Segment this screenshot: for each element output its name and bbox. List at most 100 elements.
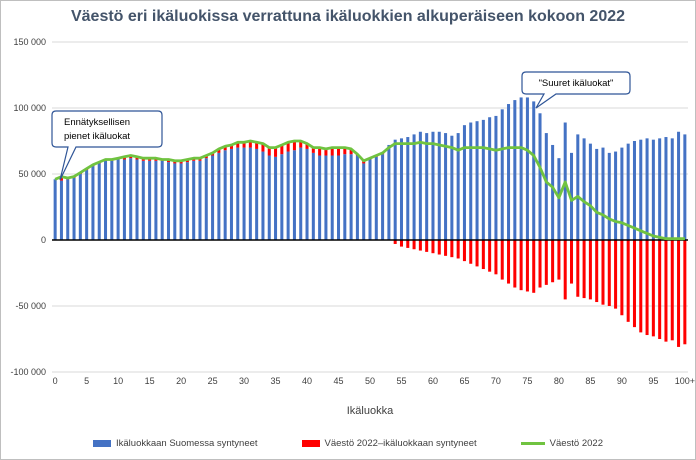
bar-born (135, 159, 139, 240)
callout-small-cohorts (51, 110, 163, 181)
bar-difference (632, 240, 636, 328)
bar-difference (645, 240, 649, 336)
bar-difference (418, 240, 422, 251)
bar-difference (500, 240, 504, 280)
bar-born (255, 148, 259, 240)
bar-born (116, 159, 120, 240)
y-tick-label: 150 000 (13, 37, 46, 47)
x-tick-label: 80 (554, 376, 564, 386)
bar-difference (349, 148, 353, 155)
bar-born (387, 144, 391, 240)
bar-difference (494, 240, 498, 275)
bar-born (274, 156, 278, 240)
bar-difference (292, 141, 296, 151)
x-tick-label: 15 (145, 376, 155, 386)
bar-difference (469, 240, 473, 264)
legend-swatch-born (93, 440, 111, 447)
legend-label-difference: Väestö 2022–ikäluokkaan syntyneet (324, 438, 477, 449)
bar-born (299, 147, 303, 240)
bar-difference (242, 142, 246, 148)
bar-born (544, 133, 548, 240)
bar-born (475, 121, 479, 240)
y-tick-label: 50 000 (18, 169, 46, 179)
x-tick-label: 65 (459, 376, 469, 386)
bar-difference (614, 240, 618, 309)
bar-born (425, 133, 429, 240)
x-tick-label: 10 (113, 376, 123, 386)
bar-difference (399, 240, 403, 247)
legend-swatch-difference (301, 440, 320, 447)
bar-born (532, 101, 536, 241)
x-tick-label: 20 (176, 376, 186, 386)
callout-baby-boomers-text: "Suuret ikäluokat" (539, 78, 614, 89)
bar-born (318, 155, 322, 240)
x-tick-label: 30 (239, 376, 249, 386)
bar-born (538, 113, 542, 240)
x-tick-label: 40 (302, 376, 312, 386)
bar-difference (59, 176, 63, 181)
bar-born (658, 138, 662, 240)
legend-item-difference: Väestö 2022–ikäluokkaan syntyneet (301, 438, 477, 449)
y-tick-label: 0 (41, 235, 46, 245)
bar-born (525, 97, 529, 240)
x-tick-label: 45 (334, 376, 344, 386)
bar-born (576, 134, 580, 240)
legend-swatch-population (520, 442, 545, 445)
bar-born (601, 147, 605, 240)
bar-born (431, 131, 435, 240)
bar-difference (255, 142, 259, 149)
chart-title: Väestö eri ikäluokissa verrattuna ikäluo… (70, 8, 626, 25)
bar-born (72, 177, 76, 240)
bar-born (620, 147, 624, 240)
bar-born (626, 143, 630, 240)
x-tick-label: 90 (617, 376, 627, 386)
bar-born (229, 148, 233, 240)
bar-difference (236, 142, 240, 148)
y-tick-label: -50 000 (15, 301, 46, 311)
bar-born (179, 163, 183, 240)
bar-born (595, 148, 599, 240)
bar-difference (324, 148, 328, 156)
bar-born (286, 151, 290, 240)
bar-born (406, 137, 410, 240)
bar-difference (507, 240, 511, 284)
bar-born (670, 138, 674, 240)
bar-difference (223, 146, 227, 151)
bar-born (242, 147, 246, 240)
bar-difference (248, 141, 252, 148)
bar-born (59, 180, 63, 240)
bar-born (412, 134, 416, 240)
bar-difference (444, 240, 448, 256)
x-axis-title: Ikäluokka (347, 405, 394, 417)
bar-difference (462, 240, 466, 262)
x-tick-label: 5 (84, 376, 89, 386)
bar-born (355, 155, 359, 240)
bar-born (444, 133, 448, 240)
bar-difference (620, 240, 624, 316)
bar-difference (626, 240, 630, 322)
bar-difference (677, 240, 681, 347)
bar-born (368, 159, 372, 240)
bar-born (211, 155, 215, 240)
bar-difference (450, 240, 454, 258)
bar-born (645, 138, 649, 240)
bar-difference (412, 240, 416, 250)
bar-born (160, 160, 164, 240)
bar-difference (519, 240, 523, 291)
bar-born (192, 160, 196, 240)
bar-difference (588, 240, 592, 300)
bar-born (110, 160, 114, 240)
bar-born (488, 117, 492, 240)
bar-born (588, 143, 592, 240)
x-tick-label: 95 (648, 376, 658, 386)
bar-born (66, 179, 70, 240)
bar-born (551, 144, 555, 240)
bar-born (362, 163, 366, 240)
bar-difference (563, 240, 567, 300)
bar-born (462, 125, 466, 240)
bar-born (305, 148, 309, 240)
bar-born (651, 139, 655, 240)
bar-born (639, 139, 643, 240)
population-line (54, 139, 685, 241)
bar-difference (267, 147, 271, 156)
